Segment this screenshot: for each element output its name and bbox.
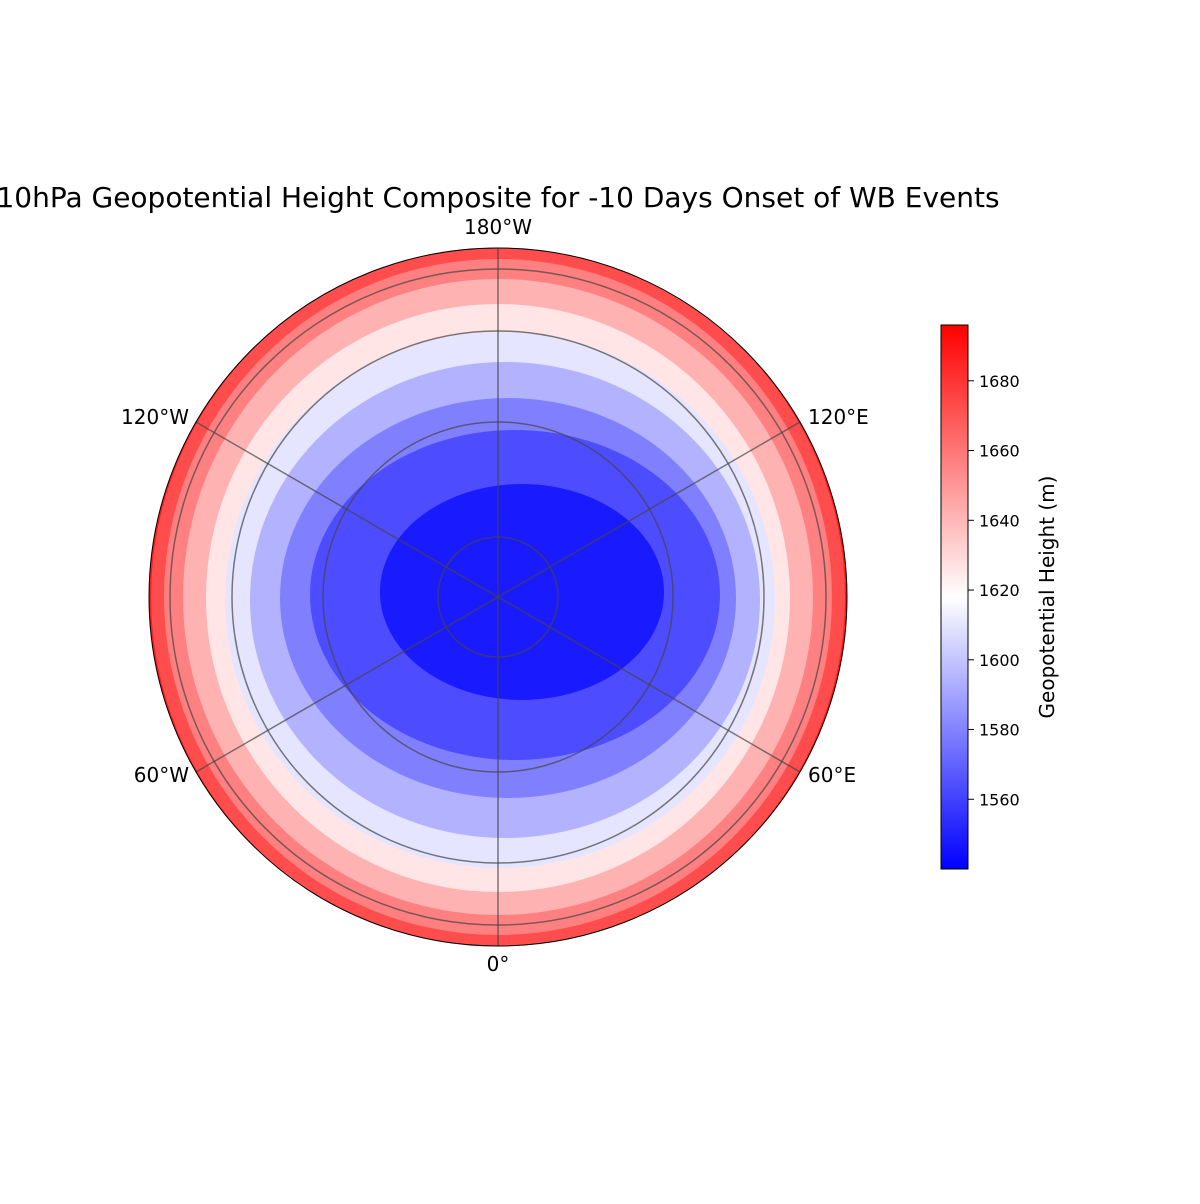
colorbar-tick-label: 1580 [979, 721, 1020, 740]
meridian-label: 120°E [808, 405, 869, 429]
meridian-label: 180°W [464, 215, 532, 239]
meridian-label: 60°W [134, 763, 189, 787]
meridian-labels: 180°W 120°W 120°E 60°W 60°E 0° [121, 215, 869, 976]
colorbar-ticks: 1560 1580 1600 1620 1640 1660 1680 [968, 372, 1020, 809]
colorbar-tick-label: 1640 [979, 511, 1020, 530]
colorbar-tick-label: 1600 [979, 651, 1020, 670]
chart-title: 10hPa Geopotential Height Composite for … [0, 181, 1000, 214]
colorbar [940, 324, 969, 870]
graticule [169, 248, 827, 946]
map-frame [148, 247, 848, 947]
meridian-label: 120°W [121, 405, 189, 429]
meridian-label: 60°E [808, 763, 856, 787]
colorbar-tick-label: 1620 [979, 581, 1020, 600]
colorbar-tick-label: 1560 [979, 790, 1020, 809]
colorbar-tick-label: 1680 [979, 372, 1020, 391]
meridian-label: 0° [487, 952, 510, 976]
colorbar-tick-label: 1660 [979, 442, 1020, 461]
colorbar-label: Geopotential Height (m) [1035, 476, 1059, 719]
contour-band [380, 484, 664, 700]
